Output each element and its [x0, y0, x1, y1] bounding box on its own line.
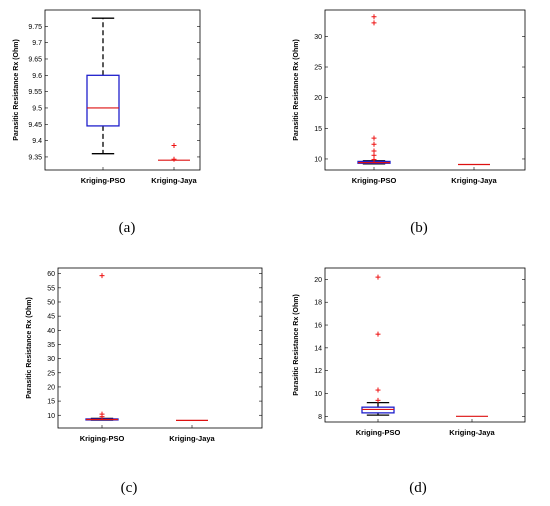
- y-tick-label: 40: [47, 328, 55, 335]
- y-axis-title: Parasitic Resistance Rx (Ohm): [26, 297, 33, 399]
- y-tick-label: 9.7: [32, 40, 42, 47]
- y-tick-label: 9.35: [28, 154, 42, 161]
- panel-label: (a): [119, 220, 136, 236]
- outlier-marker: [171, 143, 177, 149]
- outlier-marker: [371, 14, 377, 20]
- y-tick-label: 20: [314, 277, 322, 284]
- outlier-marker: [375, 331, 381, 337]
- y-tick-label: 10: [314, 156, 322, 163]
- y-tick-label: 50: [47, 299, 55, 306]
- y-axis-title: Parasitic Resistance Rx (Ohm): [293, 294, 300, 396]
- y-tick-label: 35: [47, 342, 55, 349]
- y-tick-label: 15: [314, 126, 322, 133]
- y-tick-label: 9.55: [28, 89, 42, 96]
- box-kriging-jaya: [158, 143, 190, 162]
- x-category-label: Kriging-Jaya: [449, 428, 495, 437]
- x-category-label: Kriging-PSO: [80, 434, 125, 443]
- axes-frame: [324, 267, 526, 423]
- y-tick-label: 9.65: [28, 56, 42, 63]
- box-iqr: [86, 74, 120, 127]
- y-tick-label: 20: [47, 384, 55, 391]
- y-tick-label: 10: [47, 413, 55, 420]
- outlier-marker: [171, 156, 177, 162]
- outlier-marker: [375, 274, 381, 280]
- y-tick-label: 14: [314, 345, 322, 352]
- x-category-label: Kriging-PSO: [352, 176, 397, 185]
- outlier-marker: [99, 273, 105, 279]
- y-tick-label: 15: [47, 399, 55, 406]
- y-tick-label: 60: [47, 271, 55, 278]
- outlier-marker: [375, 387, 381, 393]
- axes-frame: [44, 9, 201, 171]
- chart-panel-1: 9.35 9.4 9.45 9.5 9.55 9.6 9.65 9.7 9.75 Parasiti…: [13, 9, 201, 236]
- outlier-marker: [371, 20, 377, 26]
- axes-frame: [57, 267, 263, 429]
- panel-label: (b): [410, 220, 428, 236]
- x-category-label: Kriging-Jaya: [451, 176, 497, 185]
- y-tick-label: 9.45: [28, 122, 42, 129]
- box-kriging-pso: [86, 17, 120, 155]
- y-tick-label: 9.4: [32, 138, 42, 145]
- chart-panel-2: 10 15 20 25 30 Parasitic Resistance Rx (Ohm) K…: [293, 9, 526, 236]
- y-tick-label: 16: [314, 323, 322, 330]
- x-category-label: Kriging-PSO: [81, 176, 126, 185]
- y-axis-title: Parasitic Resistance Rx (Ohm): [13, 39, 20, 141]
- axes-frame: [324, 9, 526, 171]
- y-tick-label: 12: [314, 368, 322, 375]
- y-tick-label: 8: [318, 414, 322, 421]
- chart-panel-4: 8 10 12 14 16 18 20 Parasitic Resistance Rx (Oh…: [293, 267, 526, 496]
- y-tick-label: 20: [314, 95, 322, 102]
- y-tick-label: 9.5: [32, 105, 42, 112]
- y-tick-label: 25: [314, 65, 322, 72]
- y-tick-label: 45: [47, 314, 55, 321]
- box-kriging-pso: [85, 273, 119, 421]
- x-category-label: Kriging-Jaya: [151, 176, 197, 185]
- y-tick-label: 25: [47, 370, 55, 377]
- x-category-label: Kriging-Jaya: [169, 434, 215, 443]
- outlier-marker: [99, 411, 105, 417]
- y-tick-label: 30: [314, 34, 322, 41]
- outlier-marker: [375, 397, 381, 403]
- x-category-label: Kriging-PSO: [356, 428, 401, 437]
- outlier-marker: [371, 152, 377, 158]
- panel-label: (c): [121, 480, 138, 496]
- outlier-marker: [371, 141, 377, 147]
- box-kriging-pso: [357, 14, 391, 165]
- y-tick-label: 55: [47, 285, 55, 292]
- y-tick-label: 9.6: [32, 73, 42, 80]
- y-tick-label: 9.75: [28, 24, 42, 31]
- chart-panel-3: 10 15 20 25 30 35 40 45 50 55 60 Parasitic Resistan…: [26, 267, 263, 496]
- y-tick-label: 18: [314, 300, 322, 307]
- box-kriging-pso: [361, 274, 395, 416]
- panel-label: (d): [409, 480, 427, 496]
- y-tick-label: 30: [47, 356, 55, 363]
- outlier-marker: [371, 135, 377, 141]
- y-axis-title: Parasitic Resistance Rx (Ohm): [293, 39, 300, 141]
- y-tick-label: 10: [314, 391, 322, 398]
- outlier-marker: [371, 157, 377, 163]
- outlier-marker: [371, 148, 377, 154]
